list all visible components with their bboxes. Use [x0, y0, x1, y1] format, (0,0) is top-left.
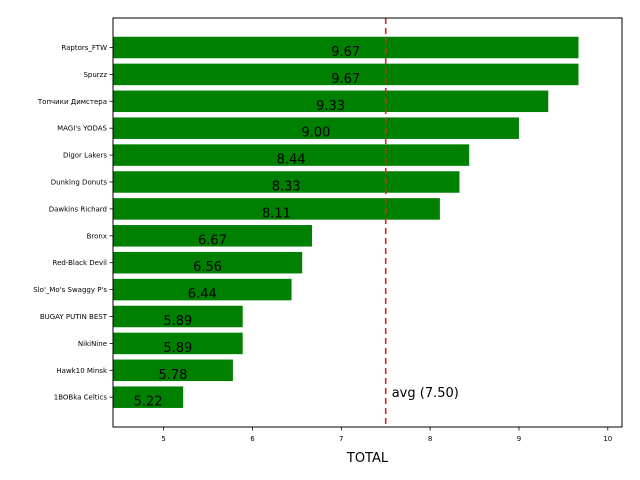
y-tick-label: 1BOBka Celtics: [54, 394, 108, 402]
average-label: avg (7.50): [392, 386, 459, 401]
x-tick-label: 8: [428, 435, 432, 443]
y-tick-label: Raptors_FTW: [61, 44, 107, 52]
bar-value-label: 5.78: [158, 368, 187, 383]
bar-value-label: 5.89: [163, 314, 192, 329]
x-tick-label: 6: [250, 435, 255, 443]
bar-value-label: 8.33: [272, 180, 301, 195]
x-tick-label: 9: [517, 435, 521, 443]
bar-value-label: 9.33: [316, 99, 345, 114]
plot-background: [113, 18, 622, 427]
bar: [113, 359, 233, 382]
y-tick-label: BUGAY PUTIN BEST: [40, 313, 108, 321]
bar: [113, 144, 470, 166]
y-tick-label: NikiNine: [78, 340, 107, 348]
y-tick-label: Dawkins Richard: [49, 205, 107, 213]
bar: [113, 225, 312, 247]
bar-value-label: 9.67: [331, 45, 360, 60]
bar-value-label: 5.89: [163, 341, 192, 356]
bar-value-label: 8.44: [277, 153, 306, 168]
x-tick-label: 10: [603, 435, 612, 443]
y-tick-label: MAGI's YODAS: [57, 125, 107, 133]
bar: [113, 305, 243, 328]
bar: [113, 90, 549, 113]
bar: [113, 36, 579, 59]
bar: [113, 332, 243, 355]
bar: [113, 251, 303, 274]
x-tick-label: 5: [161, 435, 165, 443]
bar-value-label: 6.44: [188, 287, 217, 302]
plot-frame: [112, 17, 623, 428]
y-tick-label: Slo'_Mo's Swaggy P's: [33, 286, 107, 294]
y-tick-label: Топчики Димстера: [37, 98, 107, 106]
y-tick-label: Hawk10 Minsk: [56, 367, 108, 375]
y-tick-label: Spurzz: [83, 71, 107, 79]
y-tick-label: Red-Black Devil: [53, 259, 108, 267]
bar: [113, 278, 292, 301]
bar-value-label: 9.00: [302, 126, 331, 141]
bar-value-label: 6.56: [193, 260, 222, 275]
y-tick-label: Bronx: [87, 232, 107, 240]
bar-value-label: 5.22: [134, 395, 163, 410]
bar: [113, 117, 519, 139]
bar-value-label: 8.11: [262, 206, 291, 221]
y-tick-label: Dunking Donuts: [51, 179, 108, 187]
bar-value-label: 9.67: [331, 72, 360, 87]
bar: [113, 198, 440, 220]
x-tick-label: 7: [339, 435, 343, 443]
bar: [113, 63, 579, 86]
y-tick-label: Digor Lakers: [63, 152, 107, 160]
bar: [113, 386, 184, 408]
bar: [113, 171, 460, 193]
bar-value-label: 6.67: [198, 233, 227, 248]
x-axis-title: TOTAL: [346, 451, 389, 466]
